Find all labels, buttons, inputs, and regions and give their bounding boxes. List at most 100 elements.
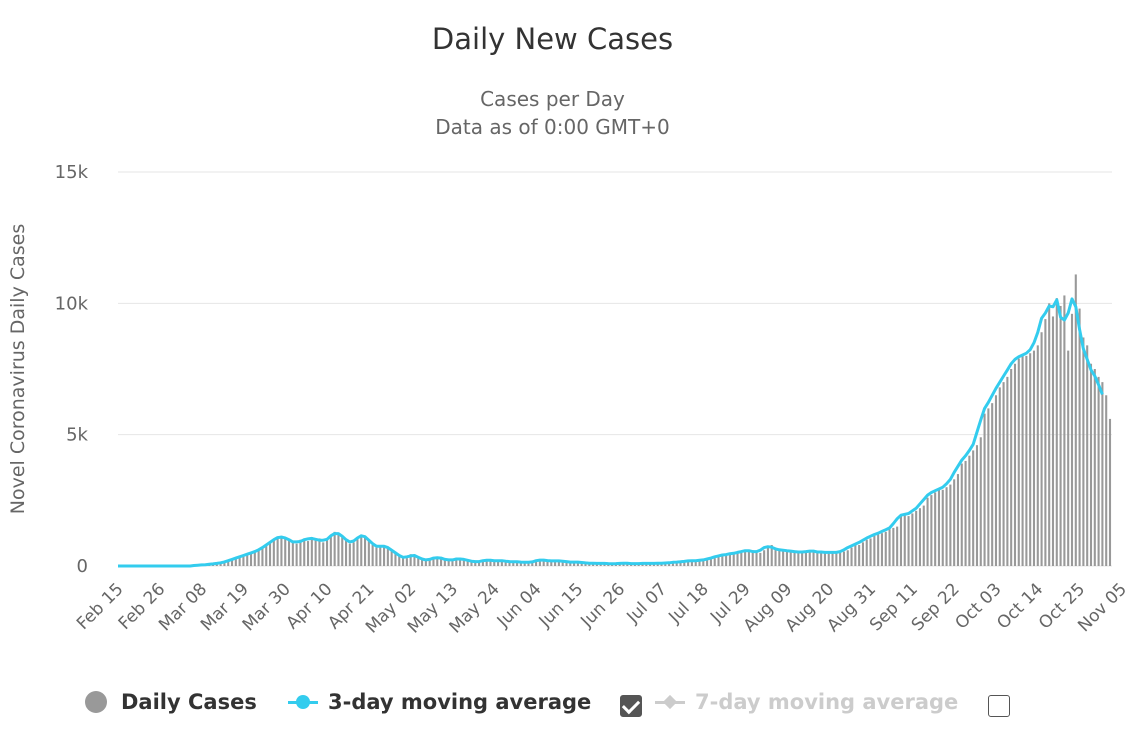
daily-cases-bar[interactable] — [443, 559, 446, 566]
daily-cases-bar[interactable] — [979, 437, 982, 566]
daily-cases-bar[interactable] — [1010, 369, 1013, 566]
daily-cases-bar[interactable] — [303, 538, 306, 566]
daily-cases-bar[interactable] — [428, 559, 431, 566]
daily-cases-bar[interactable] — [318, 538, 321, 566]
moving-average-series[interactable] — [118, 297, 1104, 568]
daily-cases-bar[interactable] — [1013, 363, 1017, 566]
daily-cases-bar[interactable] — [812, 550, 815, 566]
daily-cases-bar[interactable] — [1002, 382, 1005, 566]
daily-cases-bar[interactable] — [869, 538, 872, 566]
daily-cases-bar[interactable] — [816, 551, 819, 566]
daily-cases-bar[interactable] — [546, 560, 549, 566]
daily-cases-bar[interactable] — [702, 560, 705, 566]
daily-cases-bar[interactable] — [690, 560, 693, 566]
daily-cases-bar[interactable] — [322, 542, 325, 566]
daily-cases-bar[interactable] — [1025, 355, 1028, 566]
daily-cases-bar[interactable] — [500, 560, 503, 566]
daily-cases-bar[interactable] — [246, 554, 249, 566]
daily-cases-bar[interactable] — [413, 555, 416, 566]
daily-cases-bar[interactable] — [561, 560, 564, 566]
daily-cases-bar[interactable] — [706, 559, 709, 566]
daily-cases-bar[interactable] — [402, 558, 405, 566]
daily-cases-bar[interactable] — [432, 558, 435, 566]
daily-cases-bar[interactable] — [1105, 395, 1108, 566]
daily-cases-bar[interactable] — [383, 544, 386, 566]
daily-cases-bar[interactable] — [744, 551, 747, 566]
daily-cases-bar[interactable] — [1021, 355, 1024, 566]
daily-cases-bar[interactable] — [386, 547, 389, 566]
three-day-average-line[interactable] — [118, 297, 1104, 568]
daily-cases-bar[interactable] — [725, 555, 728, 566]
daily-cases-bar[interactable] — [219, 562, 222, 566]
daily-cases-bar[interactable] — [417, 556, 420, 566]
daily-cases-bar[interactable] — [398, 555, 401, 566]
daily-cases-bar[interactable] — [554, 561, 557, 566]
daily-cases-bar[interactable] — [698, 560, 701, 566]
daily-cases-bar[interactable] — [671, 562, 674, 566]
daily-cases-bar[interactable] — [249, 552, 253, 566]
daily-cases-bar[interactable] — [1078, 308, 1081, 566]
daily-cases-bar[interactable] — [375, 547, 378, 566]
daily-cases-bar[interactable] — [299, 539, 302, 566]
daily-cases-bar[interactable] — [717, 556, 720, 566]
daily-cases-bar[interactable] — [1006, 376, 1009, 566]
daily-cases-bar[interactable] — [736, 552, 739, 566]
daily-cases-bar[interactable] — [801, 551, 804, 566]
daily-cases-bar[interactable] — [915, 510, 918, 566]
daily-cases-bar[interactable] — [858, 544, 861, 566]
daily-cases-bar[interactable] — [1101, 382, 1104, 566]
daily-cases-bar[interactable] — [854, 544, 857, 566]
daily-cases-bar[interactable] — [713, 558, 716, 566]
daily-cases-bar[interactable] — [1108, 418, 1112, 566]
daily-cases-bar[interactable] — [740, 552, 743, 566]
daily-cases-bar[interactable] — [268, 542, 272, 566]
daily-cases-bar[interactable] — [751, 550, 754, 566]
daily-cases-bar[interactable] — [850, 547, 853, 566]
daily-cases-bar[interactable] — [265, 544, 268, 566]
daily-cases-bar[interactable] — [257, 550, 260, 566]
daily-cases-bar[interactable] — [880, 533, 883, 566]
daily-cases-bar[interactable] — [899, 516, 903, 566]
daily-cases-bar[interactable] — [922, 505, 925, 566]
daily-cases-bar[interactable] — [310, 537, 313, 566]
daily-cases-bar[interactable] — [945, 487, 948, 566]
daily-cases-bar[interactable] — [276, 537, 279, 566]
daily-cases-bar[interactable] — [489, 560, 492, 566]
daily-cases-bar[interactable] — [447, 560, 450, 566]
daily-cases-bar[interactable] — [1089, 363, 1093, 566]
daily-cases-bar[interactable] — [892, 527, 895, 566]
daily-cases-bar[interactable] — [356, 537, 359, 566]
daily-cases-bar[interactable] — [728, 554, 731, 566]
daily-cases-bar[interactable] — [987, 408, 990, 566]
daily-cases-bar[interactable] — [542, 560, 545, 566]
daily-cases-bar[interactable] — [535, 560, 538, 566]
daily-cases-bar[interactable] — [242, 555, 245, 566]
daily-cases-bar[interactable] — [949, 484, 952, 566]
daily-cases-bar[interactable] — [573, 562, 576, 566]
daily-cases-bar[interactable] — [687, 561, 690, 566]
legend-item-daily-cases[interactable]: Daily Cases — [85, 685, 257, 719]
daily-cases-bar[interactable] — [888, 529, 891, 566]
daily-cases-bar[interactable] — [1051, 316, 1055, 566]
daily-cases-bar[interactable] — [861, 542, 864, 566]
daily-cases-bar[interactable] — [994, 395, 998, 566]
daily-cases-bar[interactable] — [1055, 298, 1058, 566]
checkbox-3day-average[interactable] — [620, 695, 642, 717]
daily-cases-bar[interactable] — [1070, 313, 1074, 566]
daily-cases-bar[interactable] — [1082, 337, 1085, 566]
legend-item-7day-average[interactable]: 7-day moving average — [655, 685, 958, 719]
daily-cases-bar[interactable] — [424, 560, 427, 566]
daily-cases-bar[interactable] — [747, 550, 750, 566]
daily-cases-bar[interactable] — [333, 531, 336, 566]
daily-cases-bar[interactable] — [371, 544, 374, 566]
daily-cases-bar[interactable] — [1063, 295, 1066, 566]
daily-cases-bar[interactable] — [493, 560, 496, 566]
daily-cases-bar[interactable] — [991, 403, 994, 566]
daily-cases-bar[interactable] — [436, 556, 439, 566]
daily-cases-bar[interactable] — [538, 559, 541, 566]
daily-cases-bar[interactable] — [721, 555, 724, 566]
daily-cases-bar[interactable] — [497, 560, 500, 566]
daily-cases-bar[interactable] — [314, 539, 317, 566]
daily-cases-bar[interactable] — [804, 552, 807, 566]
daily-cases-bar[interactable] — [440, 558, 443, 566]
